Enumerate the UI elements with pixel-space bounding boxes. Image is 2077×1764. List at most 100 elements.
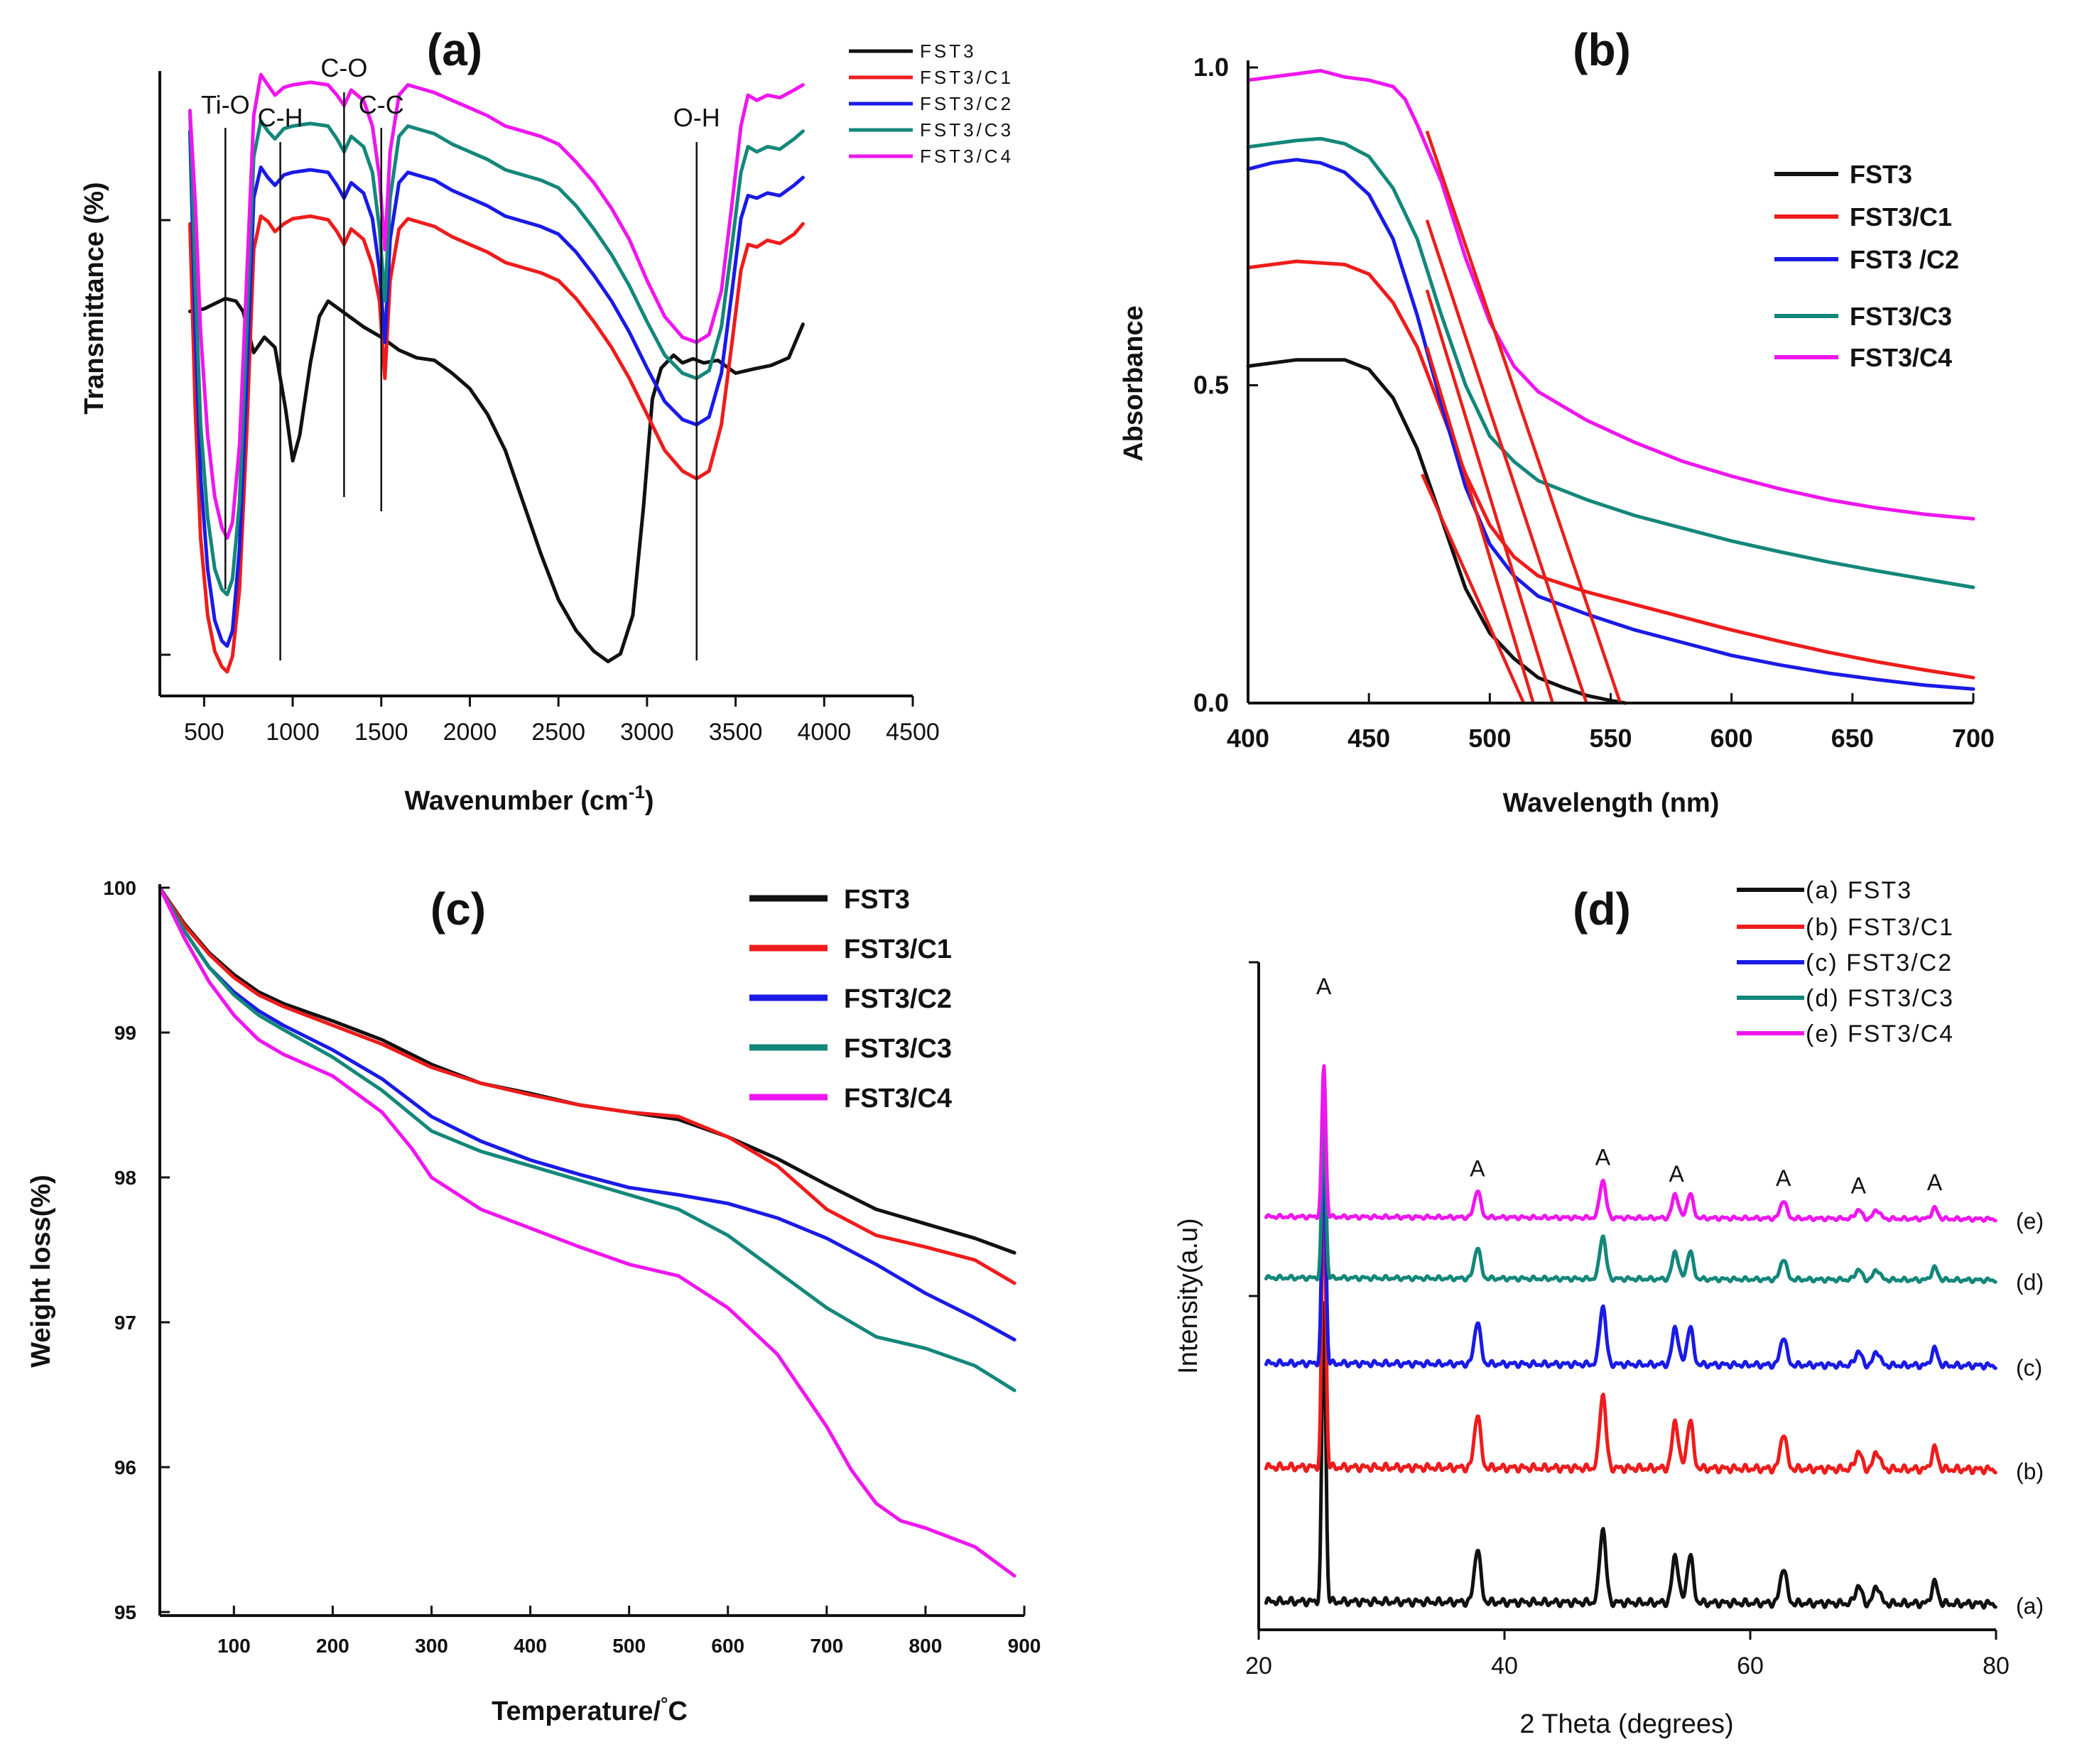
- panel-d-legend: (a) FST3 (b) FST3/C1 (c) FST3/C2 (d) FST3/C…: [1737, 877, 1954, 1047]
- series-line-(b) FST3/C1: [1264, 1167, 1997, 1476]
- panel-d-x-axis-label: 2 Theta (degrees): [1519, 1709, 1733, 1739]
- legend-label: FST3/C3: [1850, 302, 1952, 331]
- series-line-FST3/C4: [158, 886, 1016, 1578]
- panel-c-title: (c): [430, 883, 486, 935]
- tangent-line-FST3/C4: [1425, 130, 1622, 704]
- legend-label: (b) FST3/C1: [1806, 914, 1954, 941]
- trace-label: (c): [2016, 1355, 2042, 1381]
- x-tick-label: 800: [909, 1635, 943, 1657]
- legend-label: FST3/C4: [1850, 343, 1952, 372]
- x-tick-label: 3500: [709, 719, 763, 746]
- x-tick-label: 300: [415, 1635, 448, 1657]
- panel-d-xrd-chart: (d) A A A A A A A (a) (b) (c) (d) (e) 20 40 60 80 2 T…: [1173, 877, 2044, 1739]
- x-tick-label: 20: [1245, 1653, 1272, 1679]
- x-tick-label: 700: [1952, 724, 1995, 753]
- panel-a-title: (a): [427, 24, 482, 75]
- panel-c-x-axis-label: Temperature/°C: [492, 1693, 688, 1726]
- panel-b-uvvis-chart: (b) 400 450 500 550 600 650 700 0.0 0.5 1.0 Wave…: [1119, 24, 1995, 818]
- panel-a-y-axis-label: Transmittance (%): [80, 182, 109, 414]
- x-tick-label: 500: [1468, 724, 1511, 753]
- x-tick-label: 1500: [354, 719, 408, 746]
- x-tick-label: 4000: [797, 719, 851, 746]
- annotation-label: C-C: [359, 90, 404, 119]
- panel-d-title: (d): [1573, 883, 1631, 935]
- panel-d-peak-labels: A A A A A A A: [1316, 974, 1943, 1199]
- series-line-(c) FST3/C2: [1264, 1126, 1997, 1371]
- x-tick-label: 600: [711, 1635, 744, 1657]
- series-line-FST3 /C2: [1246, 158, 1975, 691]
- legend-label: (e) FST3/C4: [1806, 1020, 1954, 1047]
- tangent-line-FST3/C1: [1425, 347, 1535, 704]
- legend-label: FST3/C1: [844, 935, 952, 964]
- legend-label: FST3: [920, 40, 977, 62]
- x-tick-label: 40: [1491, 1653, 1518, 1679]
- legend-label: FST3/C1: [1850, 202, 1952, 232]
- peak-label-anatase: A: [1851, 1173, 1867, 1199]
- x-tick-label: 200: [316, 1635, 349, 1657]
- peak-label-anatase: A: [1595, 1145, 1611, 1170]
- legend-label: FST3/C4: [920, 146, 1014, 167]
- panel-d-curves: [1264, 1064, 1997, 1610]
- legend-label: FST3/C4: [844, 1084, 952, 1114]
- legend-label: FST3: [844, 885, 910, 915]
- peak-label-anatase: A: [1316, 974, 1332, 999]
- series-line-FST3/C4: [188, 72, 805, 540]
- series-line-FST3: [1246, 358, 1627, 705]
- y-tick-label: 0.0: [1193, 688, 1229, 717]
- series-line-FST3/C4: [1246, 69, 1975, 521]
- legend-label: (c) FST3/C2: [1806, 949, 1953, 976]
- series-line-(a) FST3: [1264, 1301, 1997, 1610]
- series-line-FST3/C2: [158, 886, 1016, 1341]
- panel-c-y-ticks: 95 96 97 98 99 100: [103, 877, 170, 1623]
- trace-label: (d): [2016, 1270, 2044, 1295]
- series-line-(e) FST3/C4: [1264, 1064, 1997, 1223]
- panel-d-x-ticks: 20 40 60 80: [1245, 1630, 2010, 1679]
- panel-c-curves: [158, 886, 1016, 1578]
- x-tick-label: 2500: [531, 719, 585, 746]
- x-tick-label: 700: [810, 1635, 843, 1657]
- y-tick-label: 96: [114, 1457, 136, 1479]
- panel-c-x-ticks: 100 200 300 400 500 600 700 800 900: [217, 1606, 1041, 1657]
- panel-c-legend: FST3 FST3/C1 FST3/C2 FST3/C3 FST3/C4: [749, 885, 952, 1114]
- trace-label: (b): [2016, 1459, 2044, 1484]
- legend-label: FST3/C3: [844, 1034, 952, 1064]
- x-tick-label: 450: [1347, 724, 1390, 753]
- peak-label-anatase: A: [1927, 1170, 1943, 1195]
- y-tick-label: 100: [103, 877, 136, 899]
- peak-label-anatase: A: [1776, 1165, 1791, 1191]
- y-tick-label: 98: [114, 1167, 136, 1189]
- legend-label: FST3: [1850, 160, 1912, 189]
- x-tick-label: 600: [1710, 724, 1753, 753]
- peak-label-anatase: A: [1669, 1161, 1685, 1187]
- y-tick-label: 97: [114, 1312, 136, 1334]
- panel-b-legend: FST3 FST3/C1 FST3 /C2 FST3/C3 FST3/C4: [1774, 160, 1959, 372]
- x-tick-label: 500: [612, 1635, 646, 1657]
- legend-label: (d) FST3/C3: [1806, 985, 1954, 1012]
- panel-b-title: (b): [1573, 24, 1631, 75]
- legend-label: FST3/C2: [920, 93, 1014, 114]
- tangent-line-FST3/C2: [1425, 289, 1554, 704]
- panel-b-tangent-lines: [1420, 130, 1622, 704]
- x-tick-label: 550: [1589, 724, 1632, 753]
- series-line-FST3/C3: [158, 886, 1016, 1393]
- series-line-FST3/C1: [188, 214, 805, 674]
- series-line-FST3/C2: [188, 129, 805, 648]
- y-tick-label: 99: [114, 1022, 136, 1044]
- x-tick-label: 100: [217, 1635, 251, 1657]
- series-line-FST3: [188, 296, 805, 663]
- panel-c-tga-chart: (c) 100 200 300 400 500 600 700 800 900 95 96 97 98…: [26, 877, 1041, 1726]
- panel-a-legend: FST3 FST3/C1 FST3/C2 FST3/C3 FST3/C4: [849, 40, 1014, 167]
- panel-d-y-axis-label: Intensity(a.u): [1173, 1218, 1203, 1374]
- series-line-FST3/C3: [188, 109, 805, 597]
- legend-label: FST3/C2: [844, 984, 952, 1014]
- panel-b-y-axis-label: Absorbance: [1119, 305, 1149, 462]
- legend-label: (a) FST3: [1806, 877, 1912, 904]
- series-line-FST3/C1: [1246, 259, 1975, 680]
- panel-a-bond-annotations: Ti-O C-H C-O C-C O-H: [201, 53, 720, 660]
- legend-label: FST3/C1: [920, 67, 1014, 88]
- panel-d-trace-labels: (a) (b) (c) (d) (e): [2016, 1209, 2044, 1619]
- panel-b-x-ticks: 400 450 500 550 600 650 700: [1227, 693, 1995, 753]
- x-tick-label: 60: [1737, 1653, 1764, 1679]
- x-tick-label: 3000: [620, 719, 674, 746]
